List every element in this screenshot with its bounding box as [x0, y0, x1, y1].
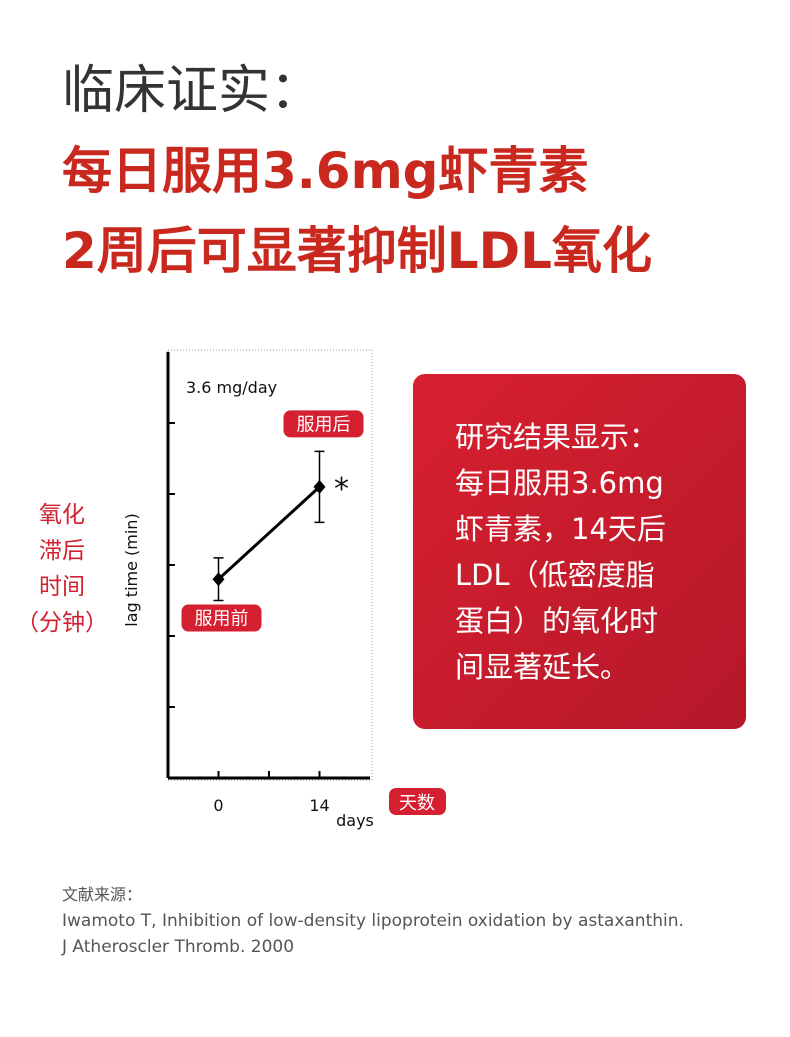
- title-line: 临床证实：: [62, 61, 322, 121]
- series-line: [217, 485, 321, 581]
- data-point: [313, 479, 326, 494]
- reference-line: J Atheroscler Thromb. 2000: [61, 937, 294, 957]
- reference-line: 文献来源：: [62, 885, 142, 904]
- y-axis-label: lag time (min): [122, 513, 141, 626]
- point-label: 服用后: [297, 414, 351, 435]
- title-line: 每日服用3.6mg虾青素: [62, 142, 588, 200]
- callout-line: 研究结果显示：: [455, 420, 658, 454]
- x-axis-label: days: [336, 811, 374, 830]
- callout-line: 蛋白）的氧化时: [455, 604, 658, 638]
- significance: *: [334, 472, 349, 507]
- annotation: 3.6 mg/day: [186, 378, 277, 397]
- x-side-label: 天数: [399, 793, 435, 814]
- point-label-bg: [283, 410, 364, 438]
- reference-line: Iwamoto T, Inhibition of low-density lip…: [62, 911, 684, 931]
- callout-line: 间显著延长。: [455, 650, 629, 684]
- callout-line: 虾青素，14天后: [455, 512, 666, 546]
- callout-line: 每日服用3.6mg: [455, 466, 664, 500]
- y-side-label: （分钟）: [16, 610, 108, 636]
- callout-box: [413, 374, 746, 729]
- data-point: [212, 572, 225, 587]
- y-side-label: 滞后: [39, 538, 85, 564]
- title-line: 2周后可显著抑制LDL氧化: [62, 222, 652, 280]
- x-side-label-bg: [389, 788, 446, 815]
- y-side-label: 氧化: [39, 502, 85, 528]
- y-side-label: 时间: [39, 574, 85, 600]
- x-tick-label: 14: [309, 796, 329, 815]
- point-label-bg: [181, 604, 262, 632]
- x-tick-label: 0: [213, 796, 223, 815]
- callout-line: LDL（低密度脂: [455, 558, 655, 592]
- point-label: 服用前: [195, 609, 249, 630]
